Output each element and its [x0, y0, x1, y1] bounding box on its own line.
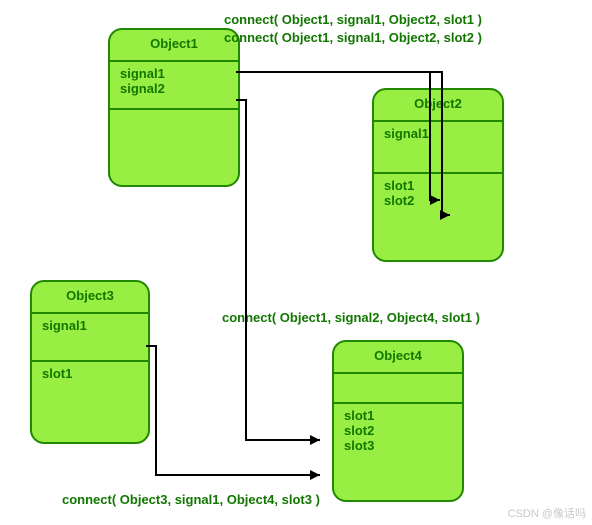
connect-caption-1: connect( Object1, signal1, Object2, slot…: [224, 12, 482, 27]
slot-label: slot2: [384, 193, 492, 208]
object3-slots: slot1: [32, 362, 148, 410]
object1-slots: [110, 110, 238, 148]
signal-label: signal1: [384, 126, 492, 141]
object3-title: Object3: [32, 282, 148, 314]
object4-signals: [334, 374, 462, 404]
object2-box: Object2 signal1 slot1slot2: [372, 88, 504, 262]
signal-label: signal2: [120, 81, 228, 96]
connect-caption-2: connect( Object1, signal1, Object2, slot…: [224, 30, 482, 45]
signal-label: signal1: [42, 318, 138, 333]
object3-signals: signal1: [32, 314, 148, 362]
object1-box: Object1 signal1signal2: [108, 28, 240, 187]
connect-caption-3: connect( Object1, signal2, Object4, slot…: [222, 310, 480, 325]
slot-label: slot1: [42, 366, 138, 381]
connection-arrows: [0, 0, 592, 525]
object4-slots: slot1slot2slot3: [334, 404, 462, 464]
object2-title: Object2: [374, 90, 502, 122]
slot-label: slot1: [344, 408, 452, 423]
object2-slots: slot1slot2: [374, 174, 502, 224]
slot-label: slot3: [344, 438, 452, 453]
watermark: CSDN @像话吗: [508, 505, 586, 521]
object1-title: Object1: [110, 30, 238, 62]
slot-label: slot1: [384, 178, 492, 193]
object3-box: Object3 signal1 slot1: [30, 280, 150, 444]
object4-title: Object4: [334, 342, 462, 374]
slot-label: slot2: [344, 423, 452, 438]
signal-label: signal1: [120, 66, 228, 81]
object4-box: Object4 slot1slot2slot3: [332, 340, 464, 502]
object1-signals: signal1signal2: [110, 62, 238, 110]
connect-caption-4: connect( Object3, signal1, Object4, slot…: [62, 492, 320, 507]
object2-signals: signal1: [374, 122, 502, 174]
